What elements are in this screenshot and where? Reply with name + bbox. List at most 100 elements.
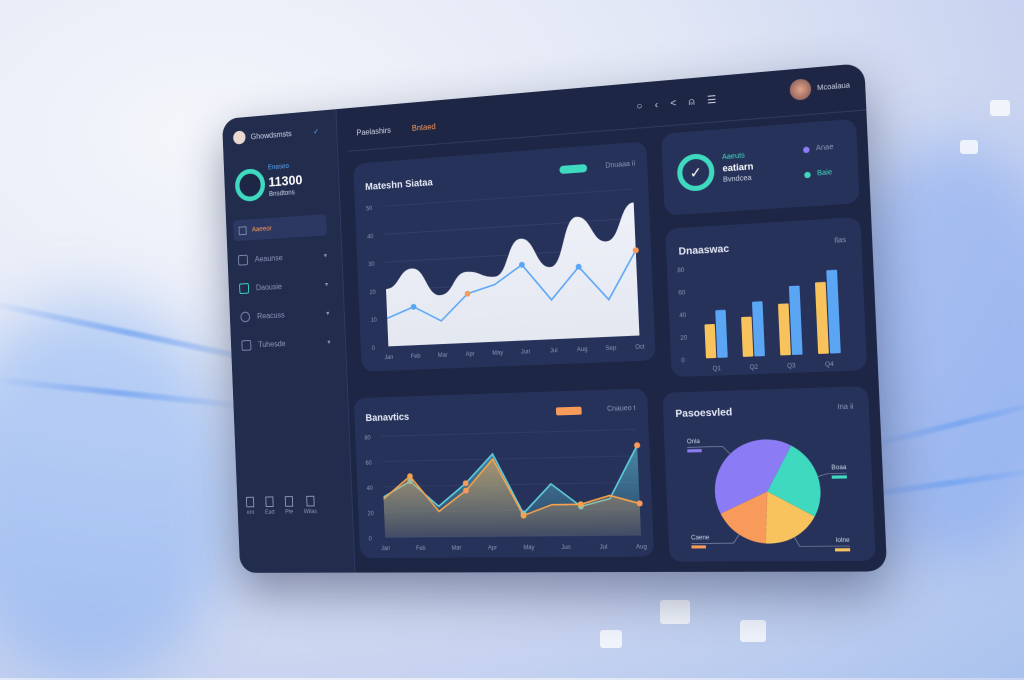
x-tick-label: Q1 (713, 366, 722, 373)
check-circle-icon: ✓ (676, 152, 716, 193)
footer-item[interactable]: Ead (264, 496, 275, 516)
file-icon (305, 495, 315, 507)
share-icon[interactable]: < (670, 97, 677, 110)
x-tick-label: Jan (384, 355, 393, 361)
y-tick-label: 40 (367, 234, 373, 240)
status-card: ✓ Aaeuts eatiarn Bvndcea Anae Baie (661, 118, 860, 216)
chart-title: Banavtics (365, 412, 410, 425)
bar (826, 269, 841, 354)
chart-title: Mateshn Siataa (365, 177, 433, 194)
file-icon (265, 496, 274, 508)
sidebar-item-2[interactable]: Daousie ▾ (239, 279, 329, 295)
gridline (381, 429, 636, 436)
slice-legend-swatch (691, 545, 706, 549)
stat-label: Enaseo (267, 163, 290, 172)
y-tick-label: 60 (678, 290, 685, 297)
check-square-icon (241, 339, 252, 351)
footer-item[interactable]: oro (245, 496, 255, 516)
circle-icon[interactable]: ○ (636, 100, 643, 113)
chart-title: Dnaaswac (678, 243, 730, 258)
sidebar-item-label: Aeaunse (254, 253, 283, 264)
x-tick-label: Aug (636, 544, 647, 550)
square-icon (238, 225, 247, 235)
y-tick-label: 40 (367, 486, 373, 492)
footer-label: oro (246, 510, 255, 516)
y-tick-label: 0 (372, 346, 375, 352)
footer-item[interactable]: Pte (284, 496, 293, 515)
x-tick-label: Q2 (750, 365, 759, 372)
pie-slice (763, 490, 816, 544)
y-tick-label: 60 (365, 461, 371, 467)
user-menu[interactable]: Mcoalaua (788, 75, 850, 101)
series-area (383, 202, 640, 347)
slice-label: Onla (687, 439, 701, 446)
legend-text: Ina ii (837, 403, 854, 412)
x-tick-label: May (523, 545, 534, 551)
bar (814, 281, 829, 355)
sidebar-item-label: Daousie (255, 282, 283, 293)
y-tick-label: 30 (368, 262, 374, 268)
trend-chart-card: Mateshn Siataa Dnuaaa ii 0 10 20 30 40 50 Jan F… (353, 141, 656, 372)
slice-legend-swatch (831, 475, 847, 479)
gridline (384, 218, 635, 234)
bar-chart-card: Dnaaswac Ilas 0 20 40 60 80 Q1 Q2 Q3 Q4 (665, 216, 868, 378)
chevron-icon: ▾ (324, 281, 329, 288)
bell-icon[interactable]: ⍝ (688, 96, 695, 109)
x-tick-label: Q4 (825, 362, 835, 369)
brand-name: Ghowdsmsts (250, 128, 292, 141)
sidebar-item-label: Tuhesde (258, 339, 286, 350)
bar (777, 303, 791, 356)
sidebar-item-3[interactable]: Reacuss ▾ (240, 307, 330, 323)
y-tick-label: 50 (366, 206, 372, 212)
user-avatar (788, 78, 812, 101)
y-tick-label: 0 (681, 358, 685, 365)
bar (715, 309, 728, 358)
y-tick-label: 10 (371, 318, 377, 324)
y-tick-label: 20 (680, 335, 687, 342)
footer-item[interactable]: Wilas (303, 495, 318, 516)
slice-legend-swatch (687, 449, 702, 453)
bar-chart: 0 20 40 60 80 Q1 Q2 Q3 Q4 (677, 268, 841, 373)
stat-value: 11300 (268, 171, 303, 190)
y-tick-label: 20 (368, 511, 374, 517)
x-tick-label: Apr (488, 545, 497, 551)
back-icon[interactable]: ‹ (654, 99, 659, 111)
sidebar-item-4[interactable]: Tuhesde ▾ (241, 336, 331, 351)
pie-slice (712, 438, 795, 514)
menu-icon[interactable]: ☰ (706, 94, 717, 107)
file-icon (284, 496, 293, 507)
sidebar-item-label: Aaeeor (251, 225, 272, 233)
area-chart: 0 20 40 60 80 Jan Feb Mar Apr May Jun Jul Aug (364, 421, 647, 552)
x-tick-label: Mar (438, 353, 448, 360)
x-tick-label: Q3 (787, 363, 796, 370)
sidebar-item-label: Reacuss (256, 310, 285, 321)
x-tick-label: Mar (451, 546, 461, 552)
gridline (383, 482, 639, 487)
sidebar: Ghowdsmsts ✓ Enaseo 11300 Bnsdtons Aaeeo… (221, 109, 356, 573)
legend-item: Baie (804, 169, 832, 178)
x-tick-label: Feb (411, 354, 421, 361)
data-point (520, 512, 527, 519)
line-chart: 0 10 20 30 40 50 Jan Feb Mar Apr May Jun Jul Aug Sep Oc… (366, 180, 645, 361)
x-tick-label: Apr (466, 351, 475, 358)
sidebar-item-1[interactable]: Aeaunse ▾ (237, 250, 327, 266)
bar (741, 316, 754, 357)
sidebar-footer: oro Ead Pte Wilas (245, 495, 318, 516)
x-tick-label: Feb (416, 546, 426, 552)
x-tick-label: Jun (561, 545, 571, 551)
tab-2[interactable]: Bntaed (411, 122, 436, 133)
chevron-down-icon[interactable]: ✓ (312, 126, 320, 136)
y-tick-label: 40 (679, 313, 686, 320)
legend-label: Baie (816, 169, 833, 178)
legend-pill (555, 406, 582, 416)
footer-label: Wilas (303, 509, 318, 516)
gridline (383, 189, 634, 206)
legend-text: Ilas (834, 236, 847, 245)
data-point (633, 442, 641, 449)
dashboard-window: Ghowdsmsts ✓ Enaseo 11300 Bnsdtons Aaeeo… (221, 62, 888, 573)
tab-1[interactable]: Paelashirs (356, 125, 392, 138)
chevron-icon: ▾ (326, 309, 330, 317)
analytics-card: Banavtics Cnaueo t 0 20 40 60 80 Jan Feb Mar Apr… (353, 388, 655, 559)
sidebar-item-selected[interactable]: Aaeeor (233, 214, 328, 242)
stat-ring-icon (234, 167, 266, 203)
